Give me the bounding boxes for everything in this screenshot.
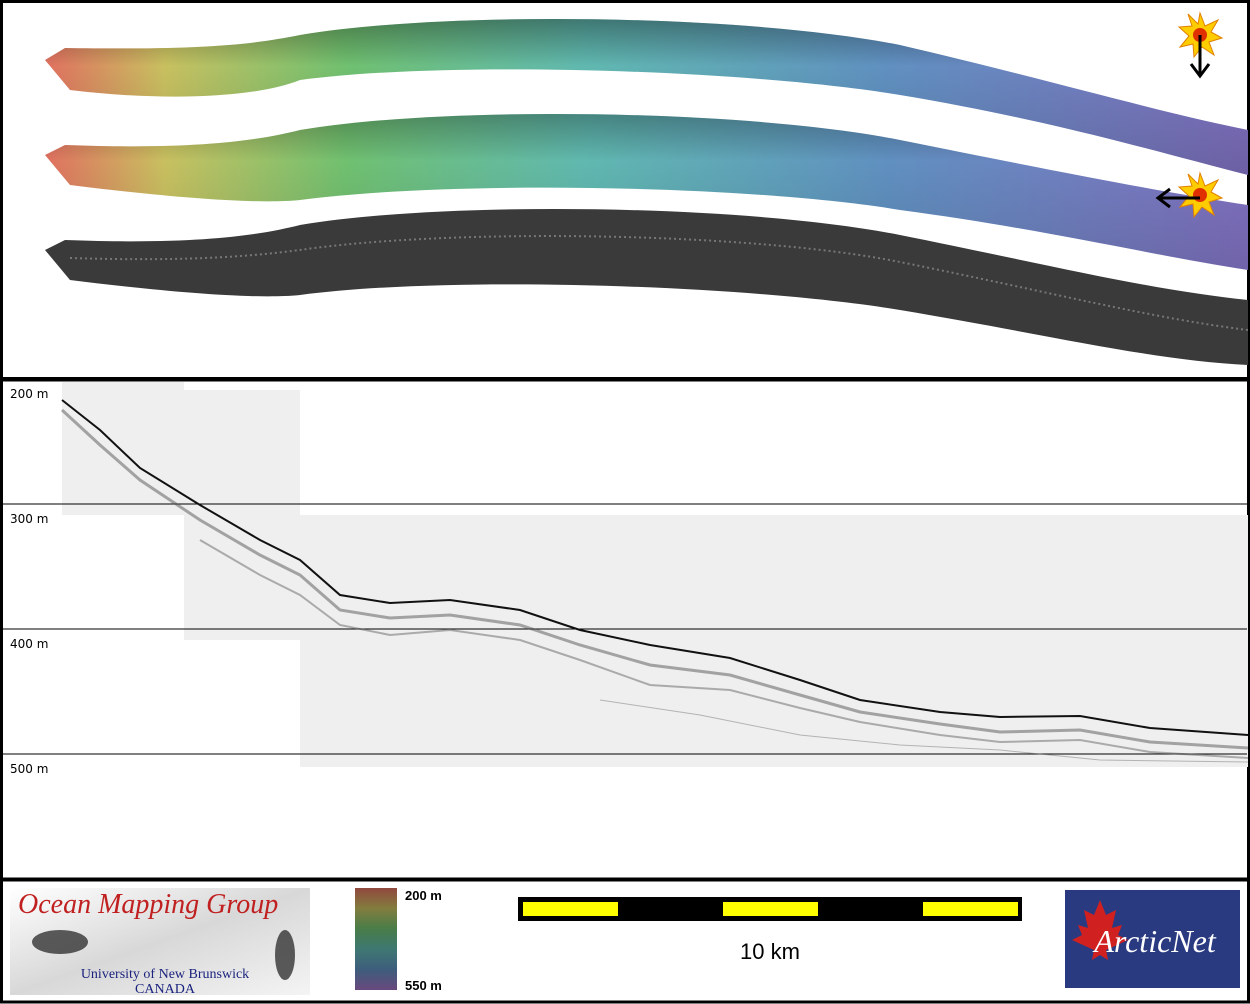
- depth-label: 200 m: [10, 387, 48, 401]
- colorbar-label: 200 m: [405, 888, 442, 903]
- profile-backgrounds: [62, 382, 1248, 767]
- scale-label: 10 km: [740, 939, 800, 964]
- arcticnet-logo: ArcticNet: [1065, 890, 1240, 988]
- omg-logo: Ocean Mapping Group University of New Br…: [10, 888, 310, 997]
- colorbar-label: 550 m: [405, 978, 442, 993]
- colorbar-shade: [355, 888, 397, 990]
- nadir-line: [69, 235, 1249, 331]
- colorbar: [355, 888, 397, 990]
- depth-label: 500 m: [10, 762, 48, 776]
- depth-label: 400 m: [10, 637, 48, 651]
- depth-label: 300 m: [10, 512, 48, 526]
- omg-title: Ocean Mapping Group: [18, 889, 278, 920]
- sun-direction-arrow: [1155, 187, 1200, 209]
- swath-sun-east: [45, 113, 1248, 271]
- omg-country: CANADA: [135, 982, 196, 997]
- sun-direction-arrow: [1189, 35, 1211, 79]
- scale-bar: [518, 897, 1022, 921]
- swath-backscatter: [45, 208, 1248, 365]
- omg-university: University of New Brunswick: [81, 967, 249, 982]
- arcticnet-text: ArcticNet: [1092, 923, 1217, 959]
- seabed-profile: [60, 399, 1249, 763]
- swath-sun-north: [45, 18, 1248, 176]
